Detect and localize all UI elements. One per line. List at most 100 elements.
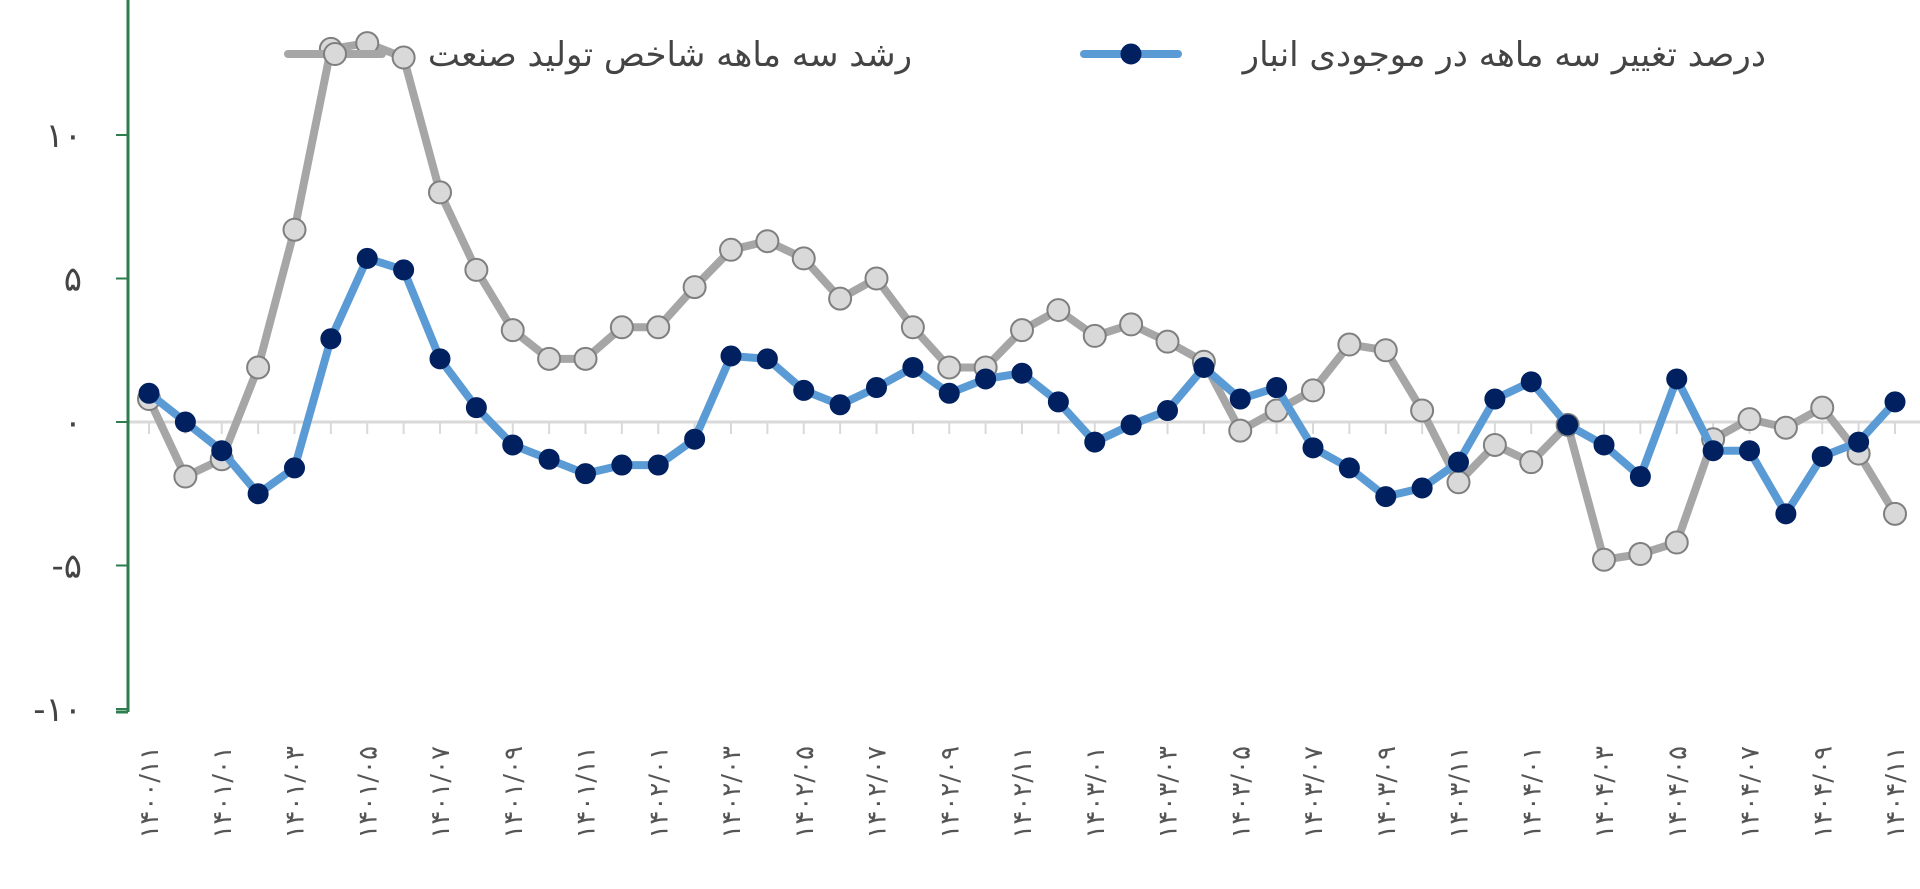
series-1-point: [791, 246, 816, 271]
series-1-point: [246, 355, 271, 380]
series-2-point: [975, 368, 997, 390]
x-axis-tick-label: ۱۴۰۱/۱۱: [572, 746, 602, 839]
series-1-point: [755, 229, 780, 254]
series-1-point: [609, 315, 634, 340]
x-axis-tick-label: ۱۴۰۳/۰۱: [1081, 746, 1111, 839]
series-2-point: [611, 454, 633, 476]
x-axis-tick-label: ۱۴۰۴/۰۹: [1808, 746, 1838, 839]
series-2-point: [1811, 445, 1833, 467]
y-axis-tick-label: ۵: [64, 260, 82, 300]
series-2-point: [1775, 503, 1797, 525]
series-2-point: [1666, 368, 1688, 390]
series-2-point: [1884, 391, 1906, 413]
series-1-point: [282, 217, 307, 242]
series-2-point: [1193, 356, 1215, 378]
y-axis-tick-label: -۵: [51, 547, 82, 587]
x-axis-tick-label: ۱۴۰۱/۰۱: [208, 746, 238, 839]
series-1-point: [646, 315, 671, 340]
series-1-point: [1010, 318, 1034, 343]
series-2-point: [756, 348, 778, 370]
x-axis-tick-label: ۱۴۰۴/۰۱: [1517, 746, 1547, 839]
series-2-point: [393, 259, 415, 281]
series-2-point: [1229, 388, 1251, 410]
series-1-point: [1883, 501, 1907, 526]
series-1-point: [864, 266, 889, 291]
legend-marker-series-1: [323, 42, 347, 66]
series-2-point: [284, 457, 305, 479]
x-axis-tick-label: ۱۴۰۱/۰۳: [281, 746, 311, 839]
series-1-point: [1337, 332, 1362, 357]
legend-label-series-2: درصد تغییر سه ماهه در موجودی انبار: [1241, 35, 1766, 75]
series-1-point: [1592, 547, 1616, 572]
series-1-point: [828, 286, 853, 311]
y-axis-tick-label: ۱۰: [45, 116, 82, 156]
series-2-point: [1629, 466, 1651, 488]
x-axis-tick-label: ۱۴۰۴/۱۱: [1881, 746, 1911, 839]
series-2-point: [684, 428, 706, 450]
y-axis-tick-label: -۱۰: [33, 690, 82, 730]
series-1-point: [719, 237, 743, 262]
series-2-point: [902, 356, 924, 378]
x-axis-tick-label: ۱۴۰۳/۰۷: [1299, 746, 1329, 839]
x-axis-tick-label: ۱۴۰۳/۰۵: [1226, 746, 1256, 839]
x-axis-tick-label: ۱۴۰۳/۰۹: [1372, 746, 1402, 839]
series-1-point: [1301, 378, 1325, 403]
series-2-point: [1338, 457, 1360, 479]
series-1-point: [1628, 542, 1653, 567]
x-axis-tick-label: ۱۴۰۱/۰۷: [426, 746, 456, 839]
series-1-point: [1519, 450, 1544, 475]
series-1-point: [500, 318, 525, 343]
series-2-point: [1047, 391, 1069, 413]
series-2-point: [1593, 434, 1615, 456]
series-2-point: [138, 382, 160, 404]
series-2-point: [1739, 440, 1760, 462]
series-2-point: [1411, 477, 1433, 499]
x-axis-tick-label: ۱۴۰۲/۱۱: [1008, 746, 1038, 839]
series-1-point: [1119, 312, 1144, 337]
series-1-point: [1410, 398, 1435, 423]
series-2-point: [502, 434, 524, 456]
series-2-point: [1084, 431, 1106, 453]
series-2-point: [465, 397, 487, 419]
series-2-point: [938, 382, 960, 404]
series-1-point: [1046, 298, 1071, 323]
series-2-point: [1157, 400, 1178, 422]
series-1-point: [1228, 418, 1253, 443]
legend-label-series-1: رشد سه ماهه شاخص تولید صنعت: [428, 35, 912, 75]
x-axis-tick-label: ۱۴۰۴/۰۵: [1663, 746, 1693, 839]
series-2-point: [1520, 371, 1542, 393]
series-1-point: [428, 180, 452, 205]
series-1-point: [1737, 407, 1762, 432]
series-1-point: [1373, 338, 1398, 363]
series-1-point: [173, 464, 198, 489]
series-2-point: [647, 454, 669, 476]
series-2-point: [1848, 431, 1870, 453]
series-2-point: [1266, 377, 1288, 399]
series-2-point: [174, 411, 196, 433]
series-2-point: [1302, 437, 1324, 459]
series-1-point: [391, 45, 416, 70]
x-axis-tick-label: ۱۴۰۲/۰۵: [790, 746, 820, 839]
series-2-point: [1702, 440, 1724, 462]
series-1-point: [537, 346, 562, 371]
legend-marker-series-2: [1120, 43, 1142, 65]
series-1-point: [682, 275, 707, 300]
series-1-point: [1810, 395, 1835, 420]
series-2-point: [829, 394, 851, 416]
series-2-point: [538, 448, 560, 470]
x-axis-tick-label: ۱۴۰۲/۰۱: [644, 746, 674, 839]
series-2-point: [429, 348, 451, 370]
series-1-point: [1664, 530, 1689, 555]
series-2-point: [320, 328, 342, 350]
series-2-point: [247, 483, 269, 505]
x-axis-tick-label: ۱۴۰۳/۱۱: [1445, 746, 1475, 839]
x-axis-tick-label: ۱۴۰۲/۰۹: [935, 746, 965, 839]
x-axis-tick-label: ۱۴۰۱/۰۵: [353, 746, 383, 839]
series-2-point: [793, 379, 815, 401]
series-2-point: [1375, 486, 1397, 508]
series-2-point: [1120, 414, 1142, 436]
y-axis-tick-label: ۰: [64, 403, 82, 443]
series-2-point: [866, 377, 887, 399]
